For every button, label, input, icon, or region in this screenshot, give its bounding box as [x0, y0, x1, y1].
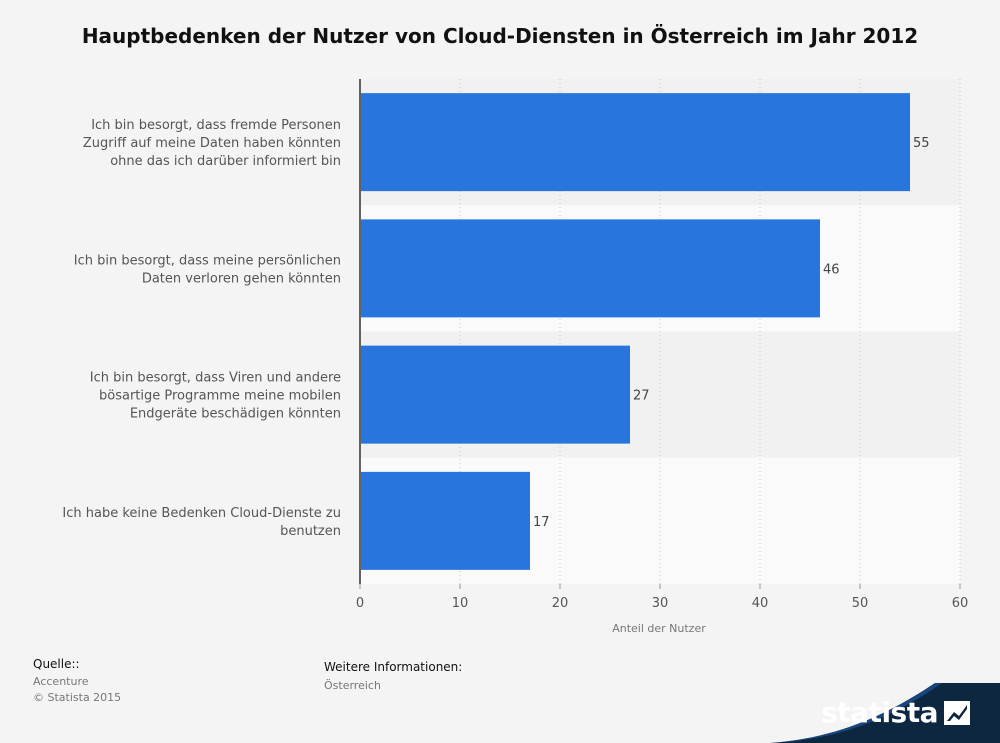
statista-brand[interactable]: statista [770, 683, 1000, 743]
category-label-line: Endgeräte beschädigen könnten [130, 407, 341, 422]
category-label-line: bösartige Programme meine mobilen [99, 389, 341, 404]
source-name: Accenture [33, 675, 89, 688]
copyright: © Statista 2015 [33, 691, 122, 704]
x-tick-label: 40 [752, 596, 769, 611]
category-label-line: Ich bin besorgt, dass Viren und andere [90, 371, 341, 386]
category-label-line: Zugriff auf meine Daten haben könnten [83, 136, 341, 151]
info-label: Weitere Informationen: [324, 660, 463, 674]
bar[interactable] [361, 345, 630, 444]
x-tick-label: 50 [852, 596, 869, 611]
category-label-line: Ich bin besorgt, dass meine persönlichen [74, 253, 341, 268]
bar[interactable] [361, 93, 910, 192]
category-label-line: Daten verloren gehen könnten [142, 271, 341, 286]
chart-title: Hauptbedenken der Nutzer von Cloud-Diens… [81, 24, 919, 48]
bar[interactable] [361, 219, 820, 318]
value-label: 46 [823, 262, 840, 277]
info-value: Österreich [324, 679, 381, 692]
category-label: Ich bin besorgt, dass meine persönlichen… [74, 253, 341, 286]
category-label: Ich bin besorgt, dass fremde Personen Zug… [83, 118, 341, 169]
statista-logo-icon [944, 701, 970, 725]
category-label-line: benutzen [280, 524, 341, 539]
category-label: Ich habe keine Bedenken Cloud-Dienste zu… [62, 506, 341, 539]
value-label: 55 [913, 136, 930, 151]
bar[interactable] [361, 471, 530, 570]
x-tick-label: 60 [952, 596, 969, 611]
brand-background [770, 683, 1000, 743]
statista-logo-text: statista [821, 696, 938, 729]
x-axis-title: Anteil der Nutzer [612, 622, 706, 635]
x-tick-label: 10 [452, 596, 469, 611]
category-label-line: Ich bin besorgt, dass fremde Personen [91, 118, 341, 133]
x-tick-label: 0 [356, 596, 364, 611]
category-label: Ich bin besorgt, dass Viren und andere bö… [90, 371, 341, 422]
x-tick-label: 20 [552, 596, 569, 611]
x-tick-label: 30 [652, 596, 669, 611]
value-label: 27 [633, 389, 650, 404]
category-label-line: ohne das ich darüber informiert bin [110, 154, 341, 169]
category-label-line: Ich habe keine Bedenken Cloud-Dienste zu [62, 506, 341, 521]
value-label: 17 [533, 515, 550, 530]
source-label: Quelle:: [33, 657, 80, 671]
